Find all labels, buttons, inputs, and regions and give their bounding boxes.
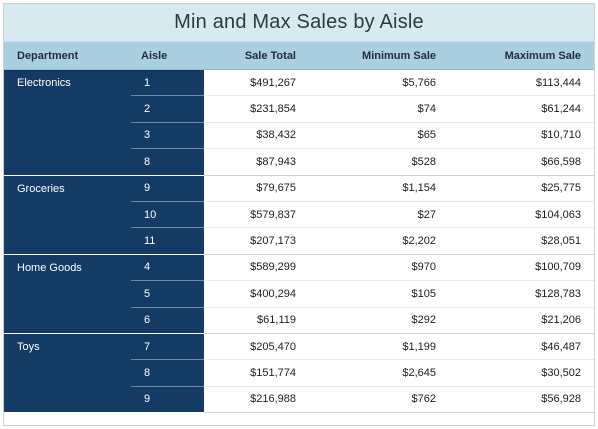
minimum-sale-cell: $74: [304, 95, 444, 123]
department-cell: Home Goods: [4, 254, 131, 334]
maximum-sale-cell: $25,775: [444, 175, 594, 202]
minimum-sale-cell: $2,645: [304, 359, 444, 387]
minimum-sale-cell: $1,154: [304, 175, 444, 202]
aisle-cell: 10: [131, 201, 204, 229]
table-body: Electronics 1 $491,267 $5,766 $113,444 2 $231,…: [4, 69, 594, 414]
column-header-aisle[interactable]: Aisle: [131, 42, 204, 70]
header-row: Department Aisle Sale Total Minimum Sale…: [4, 42, 594, 70]
table-row: 2 $231,854 $74 $61,244: [4, 95, 594, 123]
sale-total-cell: $491,267: [204, 69, 304, 97]
table-row: Home Goods 4 $589,299 $970 $100,709: [4, 254, 594, 334]
minimum-sale-cell: $2,202: [304, 227, 444, 255]
report-frame: Min and Max Sales by Aisle Department Ai…: [3, 3, 595, 426]
sale-total-cell: $151,774: [204, 359, 304, 387]
aisle-cell: 6: [131, 307, 204, 334]
aisle-cell: 8: [131, 148, 204, 176]
table-row: 5 $400,294 $105 $128,783: [4, 280, 594, 308]
column-header-sale-total[interactable]: Sale Total: [204, 42, 304, 70]
table-row: 8 $151,774 $2,645 $30,502: [4, 359, 594, 387]
table-row: 9 $216,988 $762 $56,928: [4, 386, 594, 414]
sale-total-cell: $79,675: [204, 175, 304, 202]
minimum-sale-cell: $292: [304, 307, 444, 334]
aisle-cell: 11: [131, 227, 204, 255]
sale-total-cell: $579,837: [204, 201, 304, 229]
department-cell: Toys: [4, 333, 131, 414]
title-bar: Min and Max Sales by Aisle: [4, 4, 594, 42]
minimum-sale-cell: $762: [304, 386, 444, 414]
table-row: Electronics 1 $491,267 $5,766 $113,444: [4, 69, 594, 176]
minimum-sale-cell: $5,766: [304, 69, 444, 97]
maximum-sale-cell: $21,206: [444, 307, 594, 334]
department-cell: Electronics: [4, 69, 131, 176]
aisle-cell: 8: [131, 359, 204, 387]
minimum-sale-cell: $1,199: [304, 333, 444, 361]
maximum-sale-cell: $61,244: [444, 95, 594, 123]
sale-total-cell: $61,119: [204, 307, 304, 334]
column-header-maximum-sale[interactable]: Maximum Sale: [444, 42, 594, 70]
aisle-cell: 9: [131, 175, 204, 202]
table-row: 3 $38,432 $65 $10,710: [4, 122, 594, 150]
maximum-sale-cell: $128,783: [444, 280, 594, 308]
aisle-cell: 9: [131, 386, 204, 414]
sale-total-cell: $231,854: [204, 95, 304, 123]
department-cell: Groceries: [4, 175, 131, 255]
maximum-sale-cell: $10,710: [444, 122, 594, 150]
sale-total-cell: $87,943: [204, 148, 304, 176]
table-row: 8 $87,943 $528 $66,598: [4, 148, 594, 176]
sale-total-cell: $589,299: [204, 254, 304, 282]
maximum-sale-cell: $46,487: [444, 333, 594, 361]
table-row: 10 $579,837 $27 $104,063: [4, 201, 594, 229]
minimum-sale-cell: $970: [304, 254, 444, 282]
table-row: 11 $207,173 $2,202 $28,051: [4, 227, 594, 255]
maximum-sale-cell: $56,928: [444, 386, 594, 414]
aisle-cell: 3: [131, 122, 204, 150]
column-header-minimum-sale[interactable]: Minimum Sale: [304, 42, 444, 70]
maximum-sale-cell: $28,051: [444, 227, 594, 255]
maximum-sale-cell: $113,444: [444, 69, 594, 97]
maximum-sale-cell: $100,709: [444, 254, 594, 282]
sale-total-cell: $205,470: [204, 333, 304, 361]
sale-total-cell: $38,432: [204, 122, 304, 150]
maximum-sale-cell: $66,598: [444, 148, 594, 176]
minimum-sale-cell: $105: [304, 280, 444, 308]
minimum-sale-cell: $528: [304, 148, 444, 176]
sales-table: Department Aisle Sale Total Minimum Sale…: [4, 42, 594, 414]
aisle-cell: 1: [131, 69, 204, 97]
table-row: 6 $61,119 $292 $21,206: [4, 307, 594, 334]
sale-total-cell: $216,988: [204, 386, 304, 414]
column-header-department[interactable]: Department: [4, 42, 131, 70]
maximum-sale-cell: $30,502: [444, 359, 594, 387]
maximum-sale-cell: $104,063: [444, 201, 594, 229]
aisle-cell: 2: [131, 95, 204, 123]
minimum-sale-cell: $65: [304, 122, 444, 150]
report-title: Min and Max Sales by Aisle: [174, 11, 424, 33]
table-row: Groceries 9 $79,675 $1,154 $25,775: [4, 175, 594, 255]
sale-total-cell: $400,294: [204, 280, 304, 308]
sale-total-cell: $207,173: [204, 227, 304, 255]
minimum-sale-cell: $27: [304, 201, 444, 229]
aisle-cell: 7: [131, 333, 204, 361]
table-row: Toys 7 $205,470 $1,199 $46,487: [4, 333, 594, 414]
aisle-cell: 4: [131, 254, 204, 282]
aisle-cell: 5: [131, 280, 204, 308]
table-header: Department Aisle Sale Total Minimum Sale…: [4, 42, 594, 70]
